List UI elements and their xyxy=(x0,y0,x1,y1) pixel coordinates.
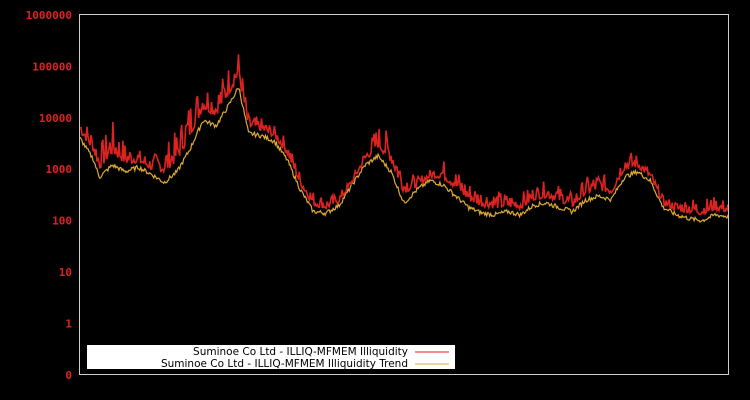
plot-frame xyxy=(79,14,729,375)
illiquidity-trend-line xyxy=(79,88,729,223)
y-tick-label: 0 xyxy=(65,369,72,382)
y-tick-label: 10000 xyxy=(39,112,72,125)
plot-series xyxy=(79,54,729,223)
y-tick-label: 1000 xyxy=(46,163,73,176)
legend-label-illiquidity: Suminoe Co Ltd - ILLIQ-MFMEM Illiquidity xyxy=(193,346,408,358)
y-tick-label: 100 xyxy=(52,215,72,228)
legend-label-trend: Suminoe Co Ltd - ILLIQ-MFMEM Illiquidity… xyxy=(161,358,408,370)
y-tick-label: 10 xyxy=(59,266,72,279)
illiquidity-line xyxy=(80,54,729,216)
legend: Suminoe Co Ltd - ILLIQ-MFMEM Illiquidity… xyxy=(87,345,455,370)
y-tick-label: 100000 xyxy=(32,60,72,73)
y-tick-label: 1 xyxy=(65,317,72,330)
legend-box xyxy=(87,345,455,369)
y-tick-label: 1000000 xyxy=(26,9,72,22)
